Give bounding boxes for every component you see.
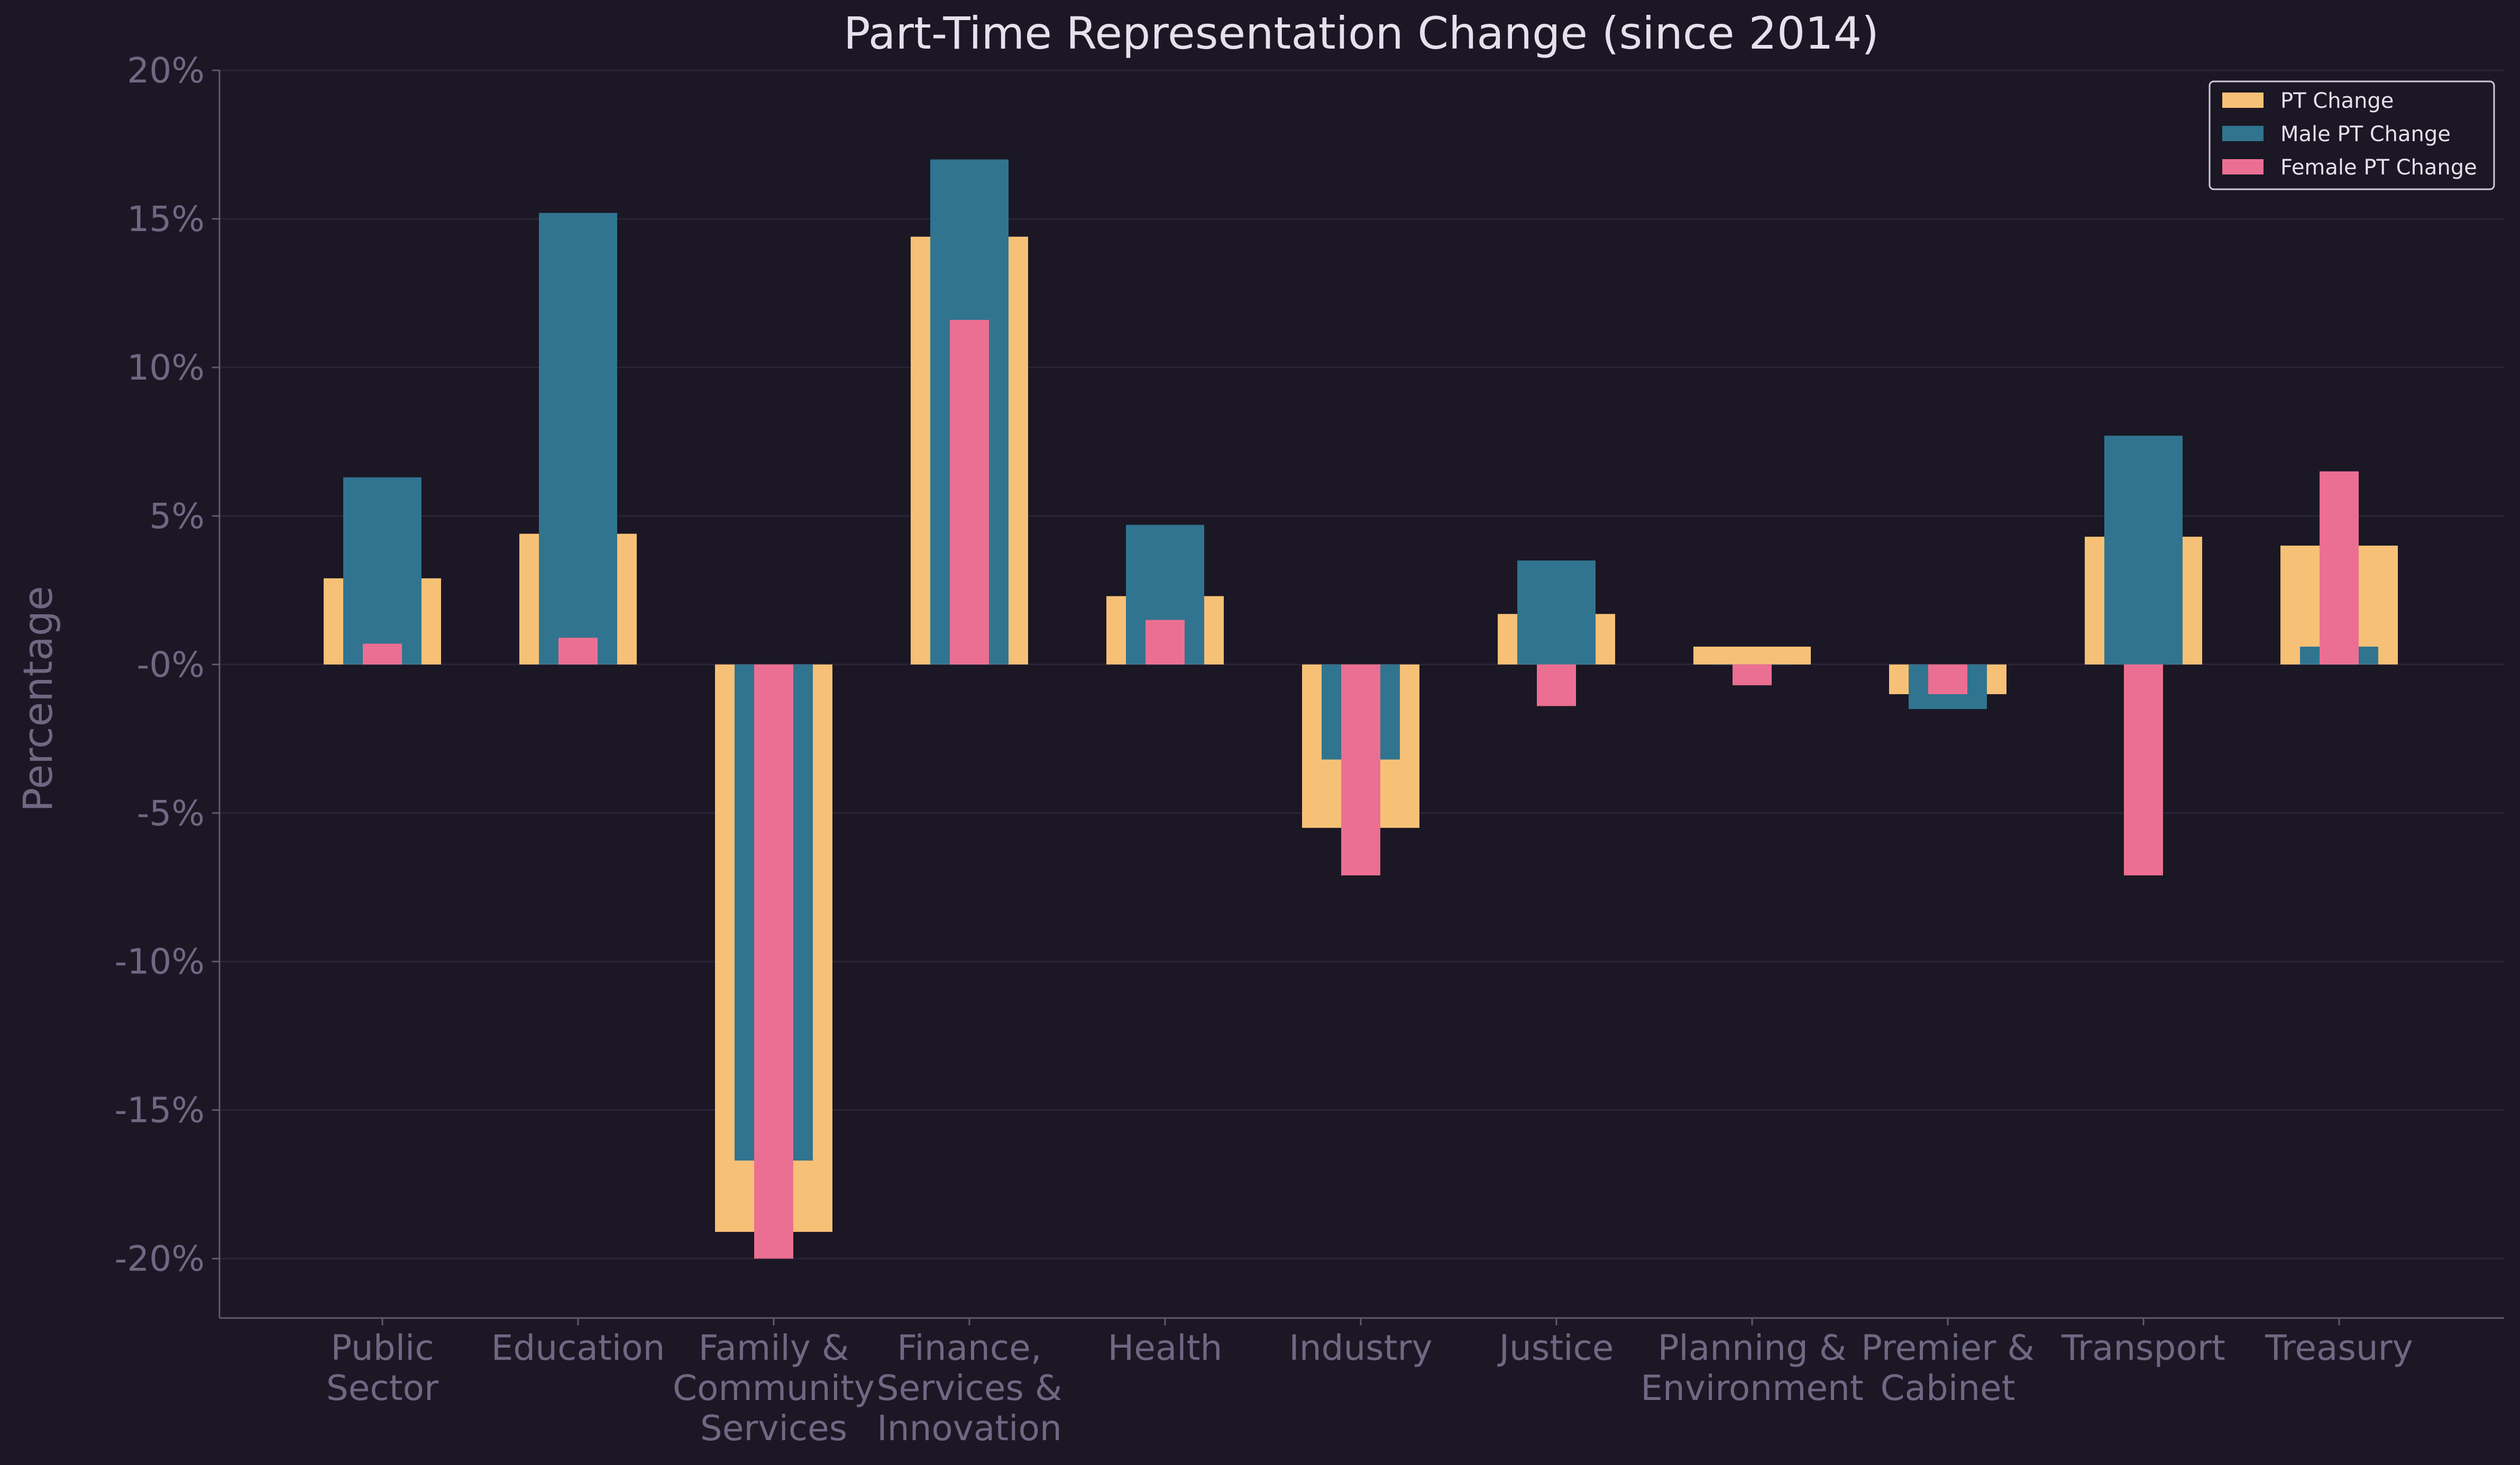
x-tick-label: Family & [699,1328,849,1368]
bar-male-pt-change-6 [1517,560,1596,665]
x-tick-label: Education [491,1328,665,1368]
legend-box [2209,80,2495,190]
x-tick-label: Planning & [1658,1328,1847,1368]
x-tick-label: Sector [326,1368,439,1408]
bar-male-pt-change-0 [343,477,421,665]
x-tick-label: Services & [877,1368,1062,1408]
x-tick-label: Finance, [897,1328,1041,1368]
y-tick-labels: 20% 15% 10% 5% -0% -5% -10% -15% -20% [114,50,219,1279]
bar-female-pt-change-6 [1537,664,1576,706]
bar-female-pt-change-7 [1733,664,1772,686]
legend: PT Change Male PT Change Female PT Change [2209,80,2495,190]
x-tick-label: Public [331,1328,434,1368]
x-tick-label: Treasury [2265,1328,2413,1368]
legend-swatch-0 [2222,93,2264,108]
bar-female-pt-change-5 [1341,664,1380,876]
x-tick-label: Environment [1641,1368,1863,1408]
legend-swatch-2 [2222,159,2264,174]
x-tick-label: Services [700,1408,847,1449]
x-tick-label: Health [1108,1328,1223,1368]
bar-female-pt-change-1 [558,638,598,665]
bar-female-pt-change-0 [363,643,402,665]
chart-title: Part-Time Representation Change (since 2… [844,7,1879,59]
bar-female-pt-change-9 [2124,664,2163,876]
legend-label-1: Male PT Change [2280,122,2451,146]
bar-female-pt-change-10 [2320,471,2359,665]
bar-male-pt-change-9 [2104,436,2183,665]
bar-female-pt-change-2 [754,664,793,1259]
bar-male-pt-change-1 [539,213,617,665]
legend-label-2: Female PT Change [2280,155,2477,180]
bar-female-pt-change-3 [950,320,989,665]
bars [324,159,2398,1259]
legend-label-0: PT Change [2280,89,2394,113]
y-tick-label: 10% [127,347,205,388]
y-axis-label: Percentage [14,586,61,812]
y-tick-label: -5% [136,793,205,834]
bar-pt-change-7 [1693,647,1811,665]
x-tick-label: Innovation [877,1408,1061,1449]
x-tick-label: Cabinet [1880,1368,2015,1408]
x-tick-label: Justice [1497,1328,1614,1368]
y-tick-label: -15% [114,1090,205,1131]
bar-female-pt-change-4 [1146,620,1185,665]
x-tick-label: Industry [1289,1328,1432,1368]
y-tick-label: 20% [127,50,205,91]
y-tick-label: -0% [136,644,205,685]
y-tick-label: -20% [114,1239,205,1279]
legend-swatch-1 [2222,126,2264,141]
x-tick-label: Premier & [1861,1328,2035,1368]
y-tick-label: -10% [114,942,205,982]
y-tick-label: 15% [127,199,205,239]
x-tick-label: Transport [2061,1328,2225,1368]
y-tick-label: 5% [149,496,205,537]
x-tick-label: Community [673,1368,875,1408]
bar-female-pt-change-8 [1928,664,1967,694]
